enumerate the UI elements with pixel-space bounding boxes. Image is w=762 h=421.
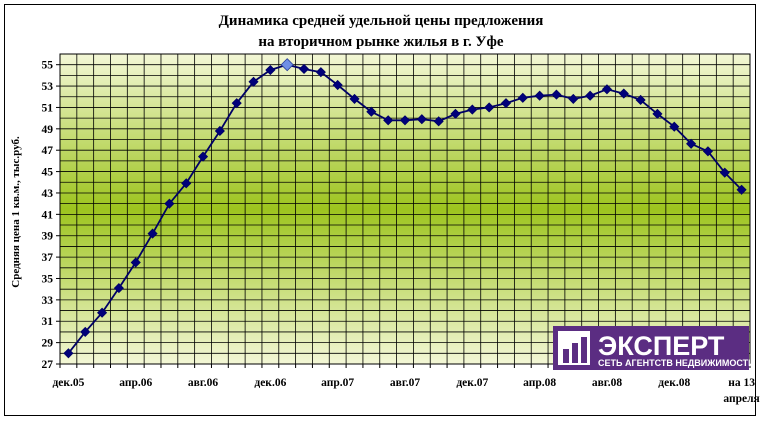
data-point xyxy=(231,98,242,109)
y-tick-label: 27 xyxy=(42,359,54,371)
x-tick-label: авг.08 xyxy=(592,377,623,389)
data-point xyxy=(63,348,74,359)
y-tick-label: 45 xyxy=(42,167,54,179)
y-tick-label: 43 xyxy=(42,188,54,200)
data-point xyxy=(197,151,209,162)
data-point xyxy=(349,93,360,104)
data-point xyxy=(719,167,730,178)
data-point xyxy=(248,76,259,87)
y-tick-label: 29 xyxy=(42,338,54,350)
data-point xyxy=(416,114,427,125)
data-point xyxy=(618,88,629,99)
data-point xyxy=(332,79,343,91)
y-tick-label: 49 xyxy=(42,124,54,136)
data-point xyxy=(298,63,310,75)
y-tick-label: 55 xyxy=(42,60,54,72)
x-tick-label: на 13 xyxy=(728,377,755,389)
building-icon xyxy=(558,331,590,365)
y-tick-label: 51 xyxy=(42,102,54,114)
y-tick-label: 47 xyxy=(42,145,54,157)
chart-title-line1: Динамика средней удельной цены предложен… xyxy=(219,13,544,29)
x-axis-ticks: дек.05 апр.06 авг.06 дек.06 апр.07 авг.07 дек.… xyxy=(52,364,760,405)
y-axis-label: Средняя цена 1 кв.м., тыс.руб. xyxy=(10,136,22,288)
y-tick-label: 31 xyxy=(42,316,54,328)
x-tick-label: дек.06 xyxy=(254,377,286,389)
x-tick-label: авг.07 xyxy=(390,377,421,389)
data-point xyxy=(484,102,495,113)
x-tick-label-line2: апреля xyxy=(723,393,759,405)
data-point xyxy=(551,89,562,100)
data-point xyxy=(383,115,394,126)
x-tick-label: апр.07 xyxy=(321,377,354,389)
data-point xyxy=(669,121,680,132)
x-tick-label: апр.06 xyxy=(119,377,152,389)
data-point xyxy=(601,84,613,95)
data-point xyxy=(399,115,411,126)
expert-logo: ЭКСПЕРТ СЕТЬ АГЕНТСТВ НЕДВИЖИМОСТИ xyxy=(553,326,755,370)
y-axis-ticks: 27 29 31 33 35 37 39 41 43 45 47 49 51 53 55 xyxy=(42,60,60,371)
series-markers xyxy=(63,58,747,359)
data-point xyxy=(500,98,512,109)
grid-horizontal xyxy=(60,64,750,354)
data-point xyxy=(366,106,377,117)
data-point xyxy=(214,125,225,137)
y-tick-label: 37 xyxy=(42,252,54,264)
x-tick-label: апр.08 xyxy=(523,377,556,389)
chart-title-line2: на вторичном рынке жилья в г. Уфе xyxy=(258,34,504,50)
x-tick-label: дек.08 xyxy=(658,377,690,389)
data-point xyxy=(315,67,326,78)
x-tick-label: дек.05 xyxy=(52,377,84,389)
data-point xyxy=(585,90,596,101)
logo-tagline: СЕТЬ АГЕНТСТВ НЕДВИЖИМОСТИ xyxy=(598,358,755,368)
data-point xyxy=(568,93,579,104)
data-point xyxy=(534,90,545,101)
data-point xyxy=(130,257,141,268)
data-point xyxy=(635,94,646,106)
y-tick-label: 41 xyxy=(42,209,54,221)
data-point xyxy=(280,58,294,72)
data-point xyxy=(97,307,108,318)
data-point xyxy=(181,178,192,189)
data-point xyxy=(702,146,713,157)
data-point xyxy=(467,104,478,115)
data-point xyxy=(113,283,124,294)
y-tick-label: 33 xyxy=(42,295,54,307)
grid-vertical xyxy=(76,54,734,364)
plot-area xyxy=(60,54,750,364)
data-point xyxy=(265,64,276,76)
y-tick-label: 53 xyxy=(42,81,54,93)
data-point xyxy=(147,228,158,239)
data-point xyxy=(736,184,747,195)
data-point xyxy=(433,116,444,127)
logo-brand: ЭКСПЕРТ xyxy=(598,331,725,361)
x-tick-label: авг.06 xyxy=(188,377,219,389)
data-point xyxy=(686,138,697,149)
plot-border xyxy=(59,53,751,365)
data-point xyxy=(517,92,528,103)
y-tick-label: 35 xyxy=(42,273,54,285)
data-point xyxy=(450,108,461,119)
data-point xyxy=(80,326,91,337)
data-point xyxy=(652,108,663,119)
x-tick-label: дек.07 xyxy=(456,377,488,389)
y-tick-label: 39 xyxy=(42,231,54,243)
data-point xyxy=(164,198,175,209)
